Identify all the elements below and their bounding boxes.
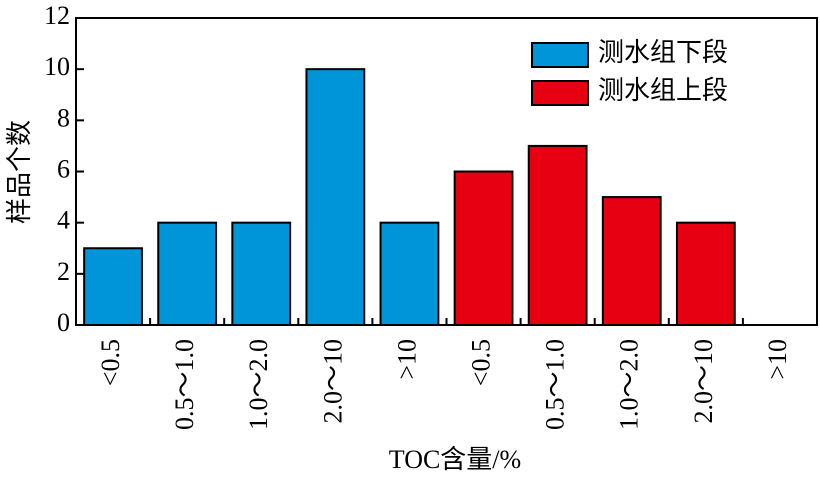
legend-label: 测水组上段 <box>598 76 728 105</box>
x-tick-label: 1.0～2.0 <box>244 339 273 430</box>
x-tick-label: 2.0～10 <box>689 339 718 424</box>
legend-swatch <box>531 42 589 68</box>
bar <box>675 221 736 327</box>
bar <box>231 221 292 327</box>
legend-swatch <box>531 80 589 106</box>
x-tick-label: 0.5～1.0 <box>170 339 199 430</box>
y-tick-label: 0 <box>57 308 70 337</box>
bar <box>305 68 366 326</box>
bar <box>527 144 588 326</box>
legend-label: 测水组下段 <box>598 38 728 67</box>
bar <box>453 170 514 326</box>
x-tick-label: <0.5 <box>467 339 496 386</box>
x-tick-label: 0.5～1.0 <box>541 339 570 430</box>
x-tick-label: >10 <box>392 339 421 380</box>
y-tick-label: 8 <box>57 103 70 132</box>
x-tick-label: 1.0～2.0 <box>615 339 644 430</box>
y-tick-label: 6 <box>57 154 70 183</box>
y-tick-label: 12 <box>44 1 70 30</box>
x-tick-label: 2.0～10 <box>318 339 347 424</box>
bar <box>379 221 440 327</box>
bar <box>601 196 662 326</box>
bar <box>157 221 218 327</box>
x-tick-label: <0.5 <box>96 339 125 386</box>
plot-frame <box>75 17 818 326</box>
y-axis-label: 样品个数 <box>5 120 34 224</box>
y-tick-label: 10 <box>44 52 70 81</box>
x-axis-label: TOC含量/% <box>389 445 521 474</box>
bar <box>83 247 143 326</box>
y-tick-label: 4 <box>57 206 70 235</box>
x-tick-label: >10 <box>763 339 792 380</box>
y-tick-label: 2 <box>57 257 70 286</box>
